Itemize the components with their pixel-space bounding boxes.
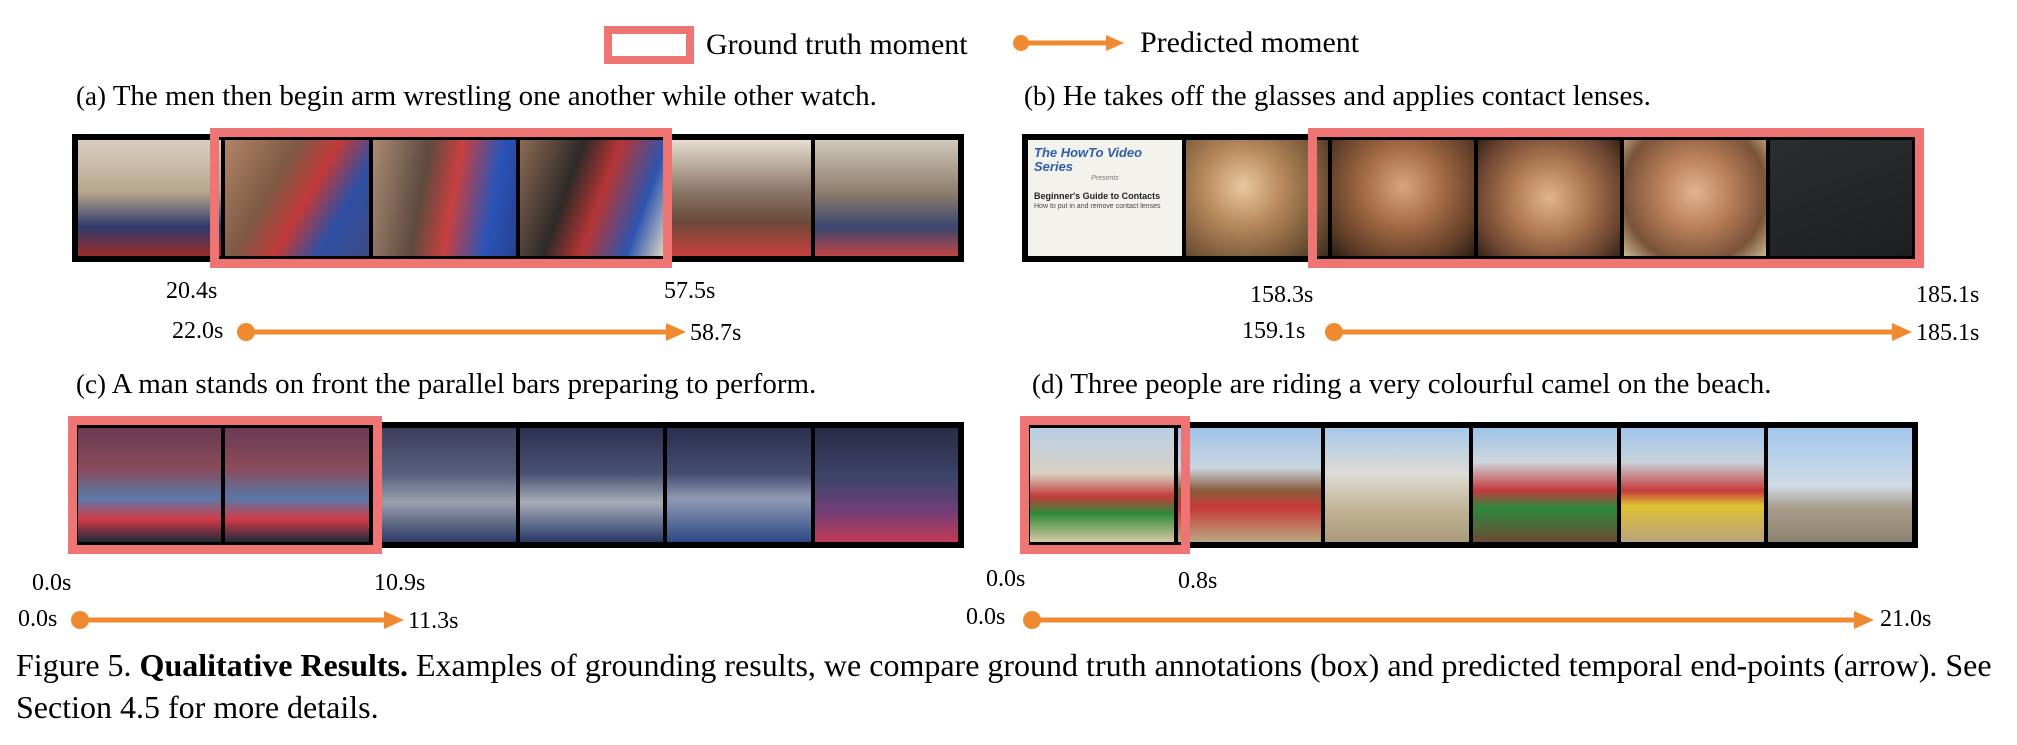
figure-caption: Figure 5. Qualitative Results. Examples … <box>16 644 2001 728</box>
example-d-pred-end: 21.0s <box>1880 606 1932 632</box>
example-b-ground-truth-box <box>1308 128 1924 268</box>
example-c-frame-2 <box>225 428 369 542</box>
example-c-ground-truth-box <box>68 416 382 554</box>
example-a-frame-strip <box>72 134 964 262</box>
example-c-pred-end: 11.3s <box>408 608 459 634</box>
example-c-frame-6 <box>814 428 958 542</box>
example-c-predicted-arrow <box>71 611 404 629</box>
example-a-pred-start: 22.0s <box>172 318 224 344</box>
title-card-heading: Beginner's Guide to Contacts <box>1034 191 1161 201</box>
example-d-frame-4 <box>1473 428 1617 542</box>
example-d-gt-end: 0.8s <box>1178 568 1218 594</box>
example-c-gt-start: 0.0s <box>32 570 72 596</box>
example-b-gt-start: 158.3s <box>1250 282 1314 308</box>
example-b-frame-strip: The HowTo Video Series Presents Beginner… <box>1022 134 1918 262</box>
example-d-query: (d) Three people are riding a very colou… <box>1032 368 1772 401</box>
example-d-sentence: Three people are riding a very colourful… <box>1070 368 1772 400</box>
example-d-frame-2 <box>1177 428 1322 542</box>
example-c-frame-5 <box>667 428 811 542</box>
example-a-sentence: The men then begin arm wrestling one ano… <box>112 80 877 112</box>
example-d-frame-5 <box>1620 428 1765 542</box>
example-d-pred-start: 0.0s <box>966 604 1006 630</box>
example-a-frame-2 <box>225 140 369 256</box>
legend-predicted: Predicted moment <box>1012 26 1359 60</box>
example-c-query: (c) A man stands on front the parallel b… <box>76 368 816 401</box>
example-a-pred-end: 58.7s <box>690 320 742 346</box>
example-b-frame-2 <box>1186 140 1328 256</box>
example-d-frame-1 <box>1030 428 1174 542</box>
example-c-frame-3 <box>372 428 516 542</box>
example-d-predicted-arrow <box>1023 611 1874 629</box>
example-c-pred-start: 0.0s <box>18 606 58 632</box>
caption-title: Qualitative Results. <box>139 647 408 683</box>
example-b-frame-4 <box>1478 140 1620 256</box>
example-c-label: (c) <box>76 369 106 399</box>
example-a-predicted-arrow <box>237 323 686 341</box>
example-b-frame-1: The HowTo Video Series Presents Beginner… <box>1028 140 1182 256</box>
example-a-frame-4 <box>519 140 664 256</box>
example-a-label: (a) <box>76 81 106 111</box>
example-b-frame-3 <box>1332 140 1474 256</box>
example-b-frame-5 <box>1624 140 1766 256</box>
example-a-ground-truth-box <box>210 128 672 268</box>
example-b-pred-end: 185.1s <box>1916 320 1980 346</box>
caption-text: Examples of grounding results, we compar… <box>16 647 1992 725</box>
ground-truth-box-swatch <box>604 26 694 64</box>
example-b-frame-6 <box>1770 140 1912 256</box>
example-d-frame-strip <box>1024 422 1918 548</box>
title-card-subheading: How to put in and remove contact lenses <box>1034 203 1161 210</box>
example-a-frame-5 <box>667 140 811 256</box>
example-d-frame-6 <box>1768 428 1913 542</box>
example-c-frame-4 <box>519 428 664 542</box>
example-c-frame-1 <box>78 428 222 542</box>
example-d-frame-3 <box>1325 428 1470 542</box>
example-b-pred-start: 159.1s <box>1242 318 1306 344</box>
example-d-label: (d) <box>1032 369 1064 399</box>
example-b-sentence: He takes off the glasses and applies con… <box>1062 80 1651 112</box>
predicted-arrow-swatch <box>1013 35 1124 51</box>
example-b-predicted-arrow <box>1325 323 1912 341</box>
example-a-query: (a) The men then begin arm wrestling one… <box>76 80 877 113</box>
example-c-sentence: A man stands on front the parallel bars … <box>111 368 817 400</box>
example-a-frame-3 <box>372 140 516 256</box>
example-a-gt-start: 20.4s <box>166 278 218 304</box>
example-b-gt-end: 185.1s <box>1916 282 1980 308</box>
example-a-frame-1 <box>78 140 222 256</box>
example-c-gt-end: 10.9s <box>374 570 426 596</box>
legend-predicted-label: Predicted moment <box>1140 26 1360 59</box>
example-a-gt-end: 57.5s <box>664 278 716 304</box>
example-b-query: (b) He takes off the glasses and applies… <box>1024 80 1651 113</box>
title-card-series: The HowTo Video Series <box>1034 145 1143 174</box>
example-d-gt-start: 0.0s <box>986 566 1026 592</box>
example-d-ground-truth-box <box>1020 416 1190 554</box>
legend-ground-truth-label: Ground truth moment <box>706 28 968 61</box>
caption-figure-number: Figure 5. <box>16 647 132 683</box>
example-a-frame-6 <box>814 140 958 256</box>
example-b-label: (b) <box>1024 81 1056 111</box>
legend-ground-truth: Ground truth moment <box>604 26 968 64</box>
title-card-presents: Presents <box>1091 175 1119 182</box>
example-c-frame-strip <box>72 422 964 548</box>
